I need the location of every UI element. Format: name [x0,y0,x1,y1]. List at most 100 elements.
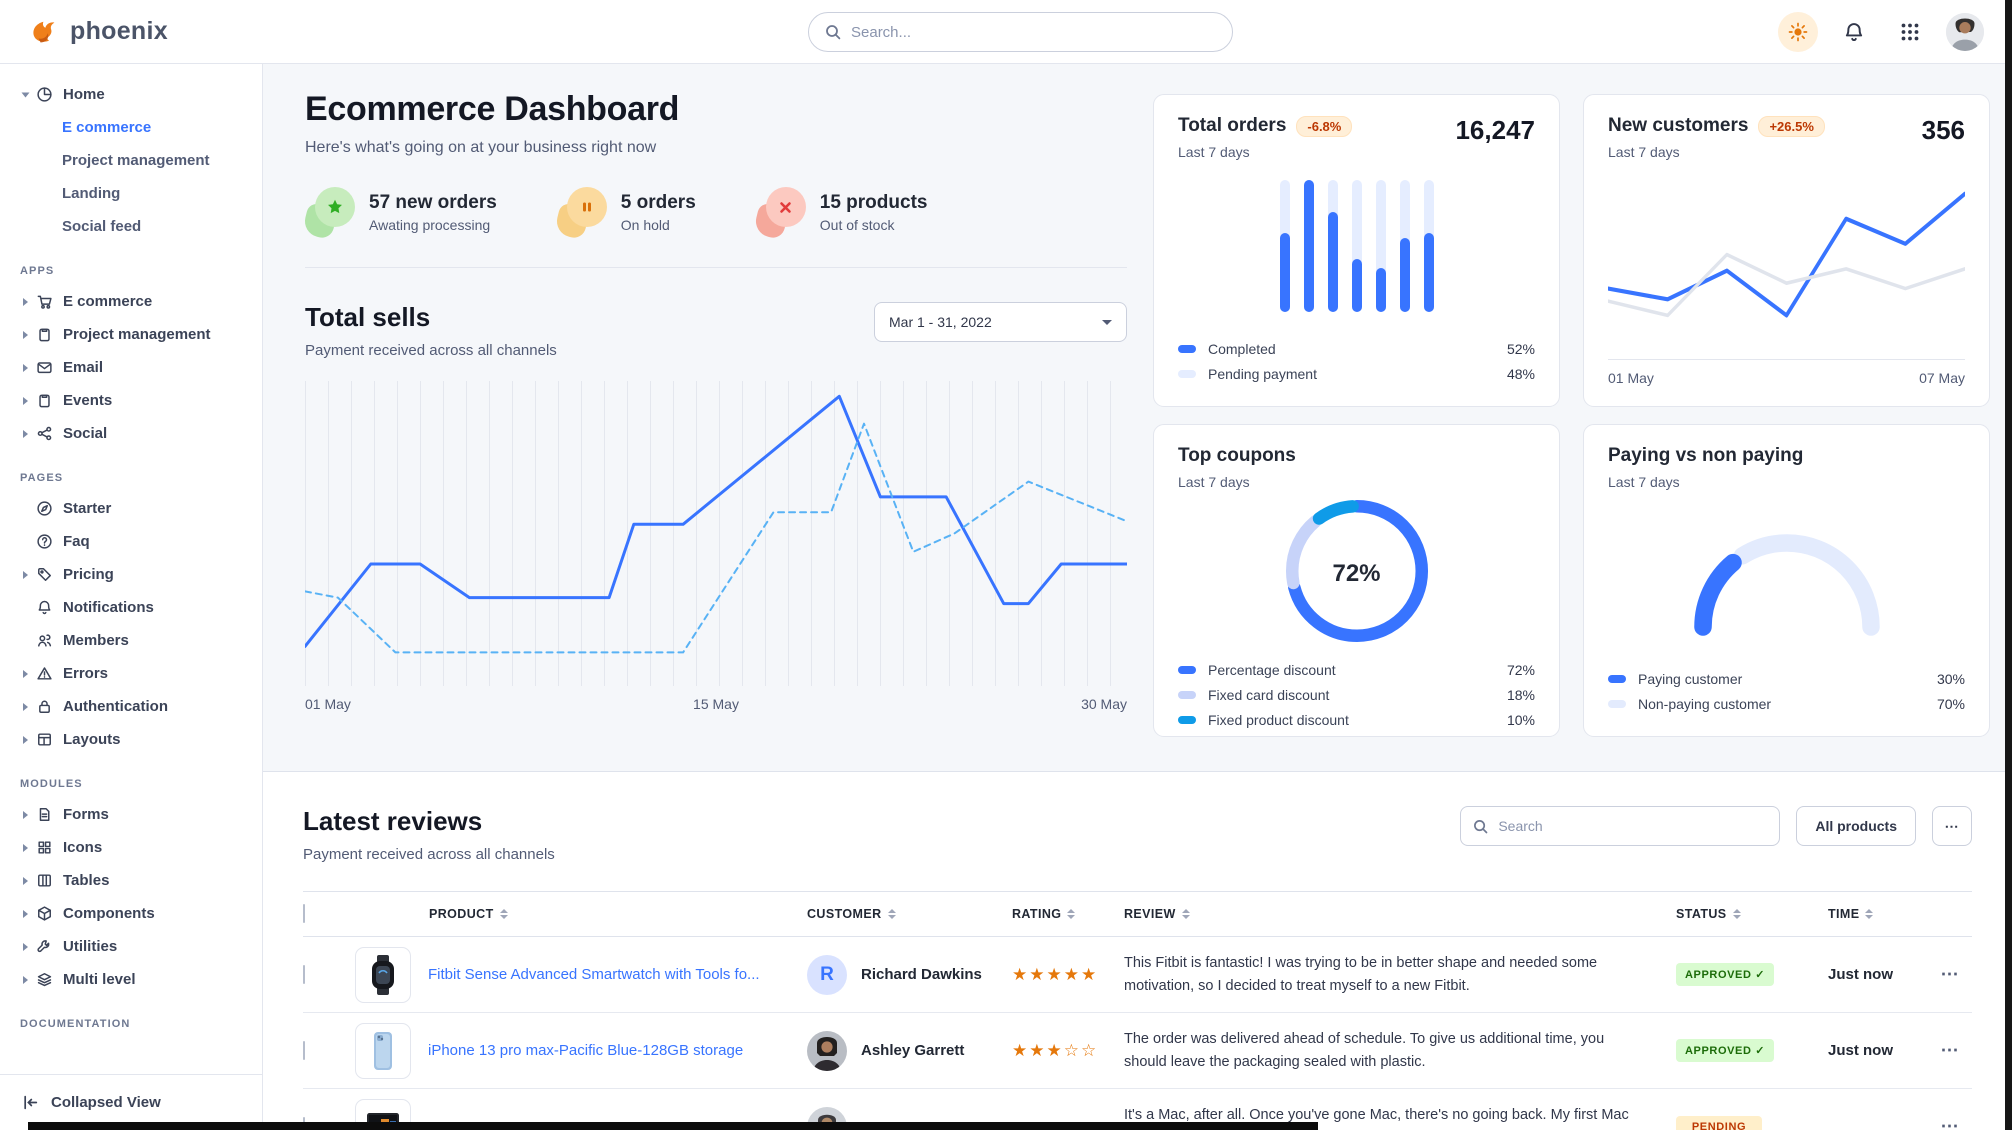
latest-reviews-section: Latest reviews Payment received across a… [263,771,2012,1130]
sidebar-item-components[interactable]: Components [0,897,262,930]
row-more-menu-button[interactable]: ⋯ [1928,1116,1972,1130]
sort-icon [1067,909,1076,919]
user-avatar[interactable] [1946,12,1984,51]
card-period: Last 7 days [1608,474,1680,490]
sidebar-item-tables[interactable]: Tables [0,864,262,897]
customer-name: Richard Dawkins [861,966,982,983]
sidebar-item-e-commerce[interactable]: E commerce [0,285,262,318]
sidebar-item-label: Members [63,632,129,649]
sidebar-item-label: Utilities [63,938,118,955]
brand-name: phoenix [70,17,168,45]
theme-toggle-sun-icon[interactable] [1778,11,1818,52]
sidebar-item-events[interactable]: Events [0,384,262,417]
column-header-rating[interactable]: RATING [1012,907,1124,921]
orders-bar-chart [1178,160,1535,336]
legend-swatch [1608,674,1626,683]
total-sells-title: Total sells [305,302,431,332]
total-sells-header: Total sells Payment received across all … [305,302,1127,359]
sidebar-item-home[interactable]: Home [0,78,262,111]
search-icon [826,25,841,40]
legend-value: 18% [1506,686,1535,703]
review-time: Just now [1828,1042,1894,1059]
sidebar-item-notifications[interactable]: Notifications [0,591,262,624]
layers-icon [36,971,53,988]
sidebar-item-social-feed[interactable]: Social feed [0,210,262,243]
sidebar-item-errors[interactable]: Errors [0,657,262,690]
card-value: 356 [1921,115,1965,145]
total-orders-card: Total orders -6.8% Last 7 days 16,247 Co… [1153,94,1560,407]
total-sells-x-axis: 01 May 15 May 30 May [305,696,1127,722]
order-bar [1423,180,1434,312]
sidebar-item-forms[interactable]: Forms [0,798,262,831]
date-range-select[interactable]: Mar 1 - 31, 2022 [874,302,1127,342]
legend-value: 10% [1506,711,1535,728]
sidebar-item-label: Authentication [63,698,168,715]
sidebar-item-project-management[interactable]: Project management [0,318,262,351]
sidebar-item-utilities[interactable]: Utilities [0,930,262,963]
sidebar-item-label: Email [63,359,104,376]
global-search[interactable] [808,12,1233,52]
sidebar-item-email[interactable]: Email [0,351,262,384]
sidebar-item-label: Social [63,425,108,442]
stat-sub: On hold [620,216,670,233]
sidebar-item-multi-level[interactable]: Multi level [0,963,262,996]
sidebar-item-label: Project management [62,152,210,169]
column-header-status[interactable]: STATUS [1676,907,1828,921]
column-header-time[interactable]: TIME [1828,907,1928,921]
row-checkbox[interactable] [303,964,305,984]
x-tick: 07 May [1919,370,1965,386]
column-header-review[interactable]: REVIEW [1124,907,1676,921]
sidebar-item-members[interactable]: Members [0,624,262,657]
sidebar-item-landing[interactable]: Landing [0,177,262,210]
new-customers-card: New customers +26.5% Last 7 days 356 01 … [1583,94,1990,407]
sidebar-item-layouts[interactable]: Layouts [0,723,262,756]
sidebar-item-label: Pricing [63,566,114,583]
select-all-checkbox[interactable] [303,904,305,923]
chevron-right-icon [20,810,30,819]
legend-value: 70% [1936,695,1965,712]
reviews-search-input[interactable] [1498,818,1768,834]
brand-logo[interactable]: phoenix [28,16,168,48]
legend-label: Fixed product discount [1208,711,1349,728]
sidebar-section-label: APPS [20,265,55,277]
apps-grid-icon[interactable] [1890,12,1930,52]
rating-stars: ★★★★★ [1012,964,1099,984]
sidebar-item-label: Tables [63,872,110,889]
sidebar-item-faq[interactable]: Faq [0,525,262,558]
product-link[interactable]: iPhone 13 pro max-Pacific Blue-128GB sto… [428,1042,744,1059]
row-checkbox[interactable] [303,1040,305,1060]
cart-icon [36,293,53,310]
screenshot-artifact [2005,0,2012,1130]
reviews-more-menu-button[interactable]: ⋯ [1932,806,1972,846]
sidebar-item-project-management[interactable]: Project management [0,144,262,177]
column-header-product[interactable]: PRODUCT [355,907,807,921]
file-icon [36,806,53,823]
sidebar-item-social[interactable]: Social [0,417,262,450]
sidebar-item-pricing[interactable]: Pricing [0,558,262,591]
rating-stars: ★★★☆☆ [1012,1040,1099,1060]
chevron-right-icon [20,909,30,918]
review-text: The order was delivered ahead of schedul… [1124,1031,1605,1070]
row-more-menu-button[interactable]: ⋯ [1928,1040,1972,1061]
sidebar-item-authentication[interactable]: Authentication [0,690,262,723]
sidebar-item-label: Components [63,905,155,922]
chevron-right-icon [20,843,30,852]
legend-label: Paying customer [1638,670,1743,687]
notifications-bell-icon[interactable] [1834,12,1874,52]
sidebar-item-e-commerce[interactable]: E commerce [0,111,262,144]
sidebar-item-starter[interactable]: Starter [0,492,262,525]
all-products-filter-button[interactable]: All products [1796,806,1916,846]
row-more-menu-button[interactable]: ⋯ [1928,964,1972,985]
legend-label: Pending payment [1208,365,1317,382]
stat-sub: Awating processing [369,216,491,233]
reviews-search[interactable] [1460,806,1781,846]
global-search-input[interactable] [851,23,1216,41]
column-header-customer[interactable]: CUSTOMER [807,907,1012,921]
sidebar-item-label: Home [63,86,105,103]
sidebar-item-icons[interactable]: Icons [0,831,262,864]
order-bar [1303,180,1314,312]
product-link[interactable]: Fitbit Sense Advanced Smartwatch with To… [428,966,760,983]
collapse-sidebar-button[interactable]: Collapsed View [0,1074,262,1130]
bell-icon [36,599,53,616]
